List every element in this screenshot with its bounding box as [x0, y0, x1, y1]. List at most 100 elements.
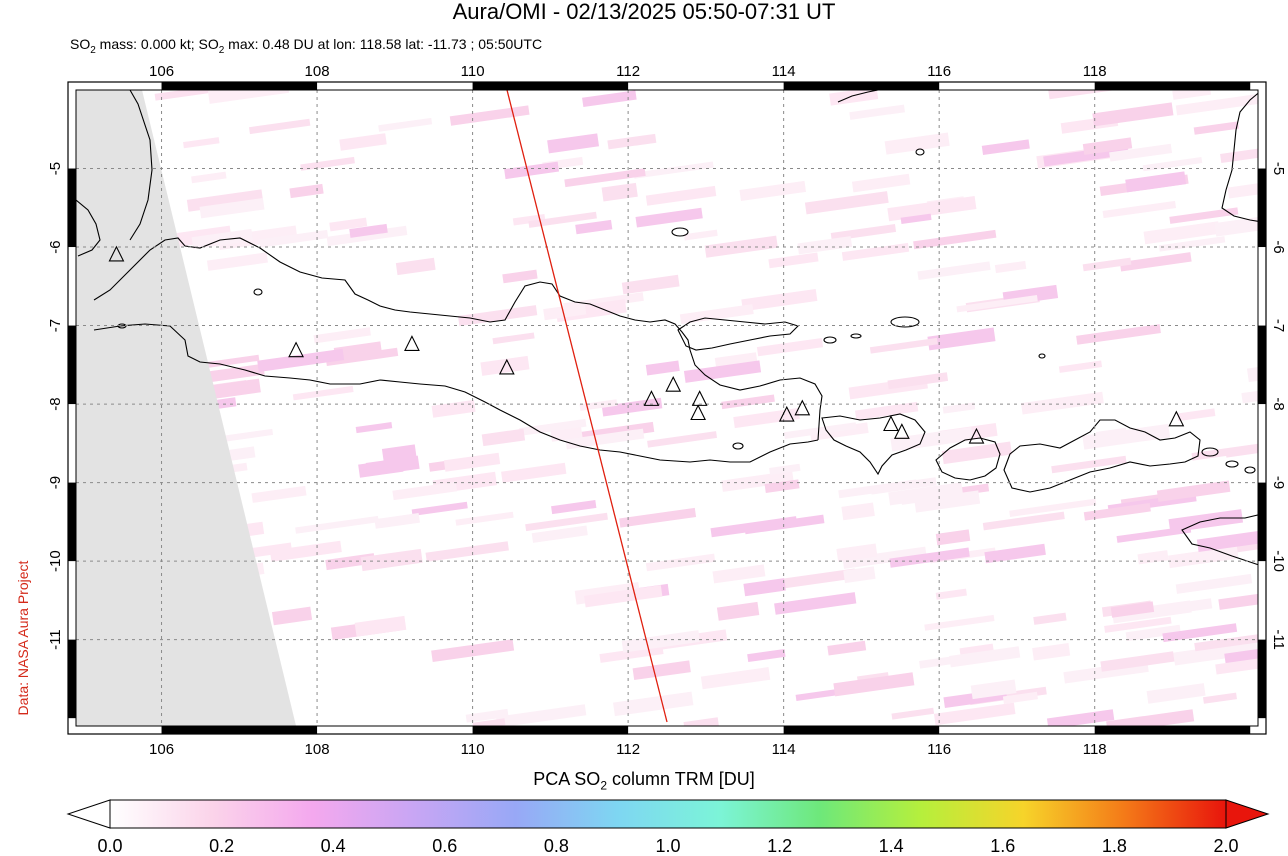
so2-pixel — [635, 207, 703, 228]
triangle-icon — [883, 415, 899, 432]
triangle-icon — [1168, 410, 1185, 427]
lat-label-left: -10 — [47, 550, 64, 572]
so2-pixel — [1137, 550, 1169, 565]
so2-pixel — [747, 648, 786, 663]
so2-pixel — [551, 500, 597, 515]
colorbar-body — [109, 799, 1227, 829]
so2-pixel — [1173, 640, 1258, 666]
so2-pixel — [887, 372, 949, 390]
frame-bar-right — [1258, 325, 1266, 405]
so2-pixel — [941, 441, 1012, 465]
so2-pixel — [1193, 121, 1239, 135]
so2-pixel — [378, 117, 433, 132]
so2-pixel — [935, 529, 971, 546]
so2-pixel — [1110, 601, 1155, 618]
lon-label-top: 118 — [1083, 63, 1107, 80]
so2-pixel — [1104, 616, 1172, 633]
so2-pixel — [851, 173, 911, 193]
frame-bar-bottom — [161, 726, 318, 734]
so2-pixel — [601, 397, 663, 417]
so2-pixel — [836, 543, 878, 562]
so2-pixel — [333, 341, 382, 357]
colorbar-tick-label: 1.2 — [767, 836, 793, 856]
so2-pixel — [381, 444, 417, 462]
so2-pixel — [621, 274, 680, 295]
triangle-icon — [404, 335, 420, 351]
so2-pixel — [206, 252, 268, 271]
colorbar — [66, 799, 1270, 829]
so2-pixel — [193, 354, 260, 370]
so2-pixel — [1194, 631, 1258, 652]
frame-bar-right — [1258, 482, 1266, 562]
so2-pixel — [154, 90, 210, 101]
frame-bar-top — [161, 82, 318, 90]
frame-bar-top — [472, 82, 629, 90]
triangle-icon — [690, 404, 706, 421]
so2-pixel — [1169, 207, 1239, 224]
so2-pixel — [621, 630, 701, 653]
so2-pixel — [457, 305, 538, 327]
so2-pixel — [1102, 200, 1177, 219]
colorbar-title-prefix: PCA SO — [533, 769, 601, 789]
so2-pixel — [584, 585, 663, 608]
so2-pixel — [249, 118, 311, 135]
so2-pixel — [743, 578, 786, 597]
so2-pixel — [900, 486, 941, 505]
triangle-icon — [893, 423, 910, 439]
so2-pixel — [492, 332, 535, 345]
so2-pixel — [870, 477, 937, 495]
so2-pixel — [339, 133, 387, 151]
so2-pixel — [1218, 589, 1258, 610]
so2-pixel — [1241, 386, 1258, 404]
subtitle-sub-2: 2 — [218, 44, 225, 56]
so2-pixel — [501, 462, 567, 483]
triangle-icon — [643, 390, 660, 406]
so2-pixel — [313, 327, 371, 344]
so2-pixel — [329, 217, 368, 232]
lat-label-left: -8 — [47, 397, 64, 410]
so2-pixel — [712, 564, 766, 584]
colorbar-tick-label: 1.4 — [878, 836, 904, 856]
so2-pixel — [1146, 683, 1206, 704]
so2-pixel — [496, 704, 587, 726]
so2-pixel — [683, 229, 718, 241]
so2-pixel — [889, 547, 970, 568]
so2-pixel — [924, 614, 995, 631]
so2-pixel — [959, 643, 994, 657]
so2-pixel — [891, 707, 935, 720]
frame-bar-top — [1094, 82, 1251, 90]
so2-pixel — [716, 601, 760, 621]
so2-pixel — [480, 355, 530, 376]
frame-bar-left — [68, 639, 76, 719]
colorbar-tick-label: 0.4 — [320, 836, 346, 856]
so2-pixel — [289, 183, 324, 199]
frame-bar-bottom — [1094, 726, 1251, 734]
so2-pixel — [913, 229, 997, 250]
so2-pixel — [842, 546, 927, 569]
colorbar-tick-label: 0.0 — [97, 836, 123, 856]
so2-pixel — [449, 105, 530, 126]
so2-pixel — [1109, 143, 1173, 162]
triangle-icon — [498, 358, 515, 375]
so2-pixel — [325, 347, 399, 366]
lat-label-right: -8 — [1270, 397, 1287, 410]
so2-pixel — [269, 540, 342, 562]
so2-pixel — [455, 511, 514, 526]
frame-bar-bottom — [783, 726, 940, 734]
so2-pixel — [774, 592, 857, 615]
lat-label-right: -11 — [1270, 629, 1287, 650]
so2-pixel — [1082, 423, 1171, 450]
frame-bar-left — [68, 482, 76, 562]
so2-pixel — [890, 427, 974, 452]
so2-pixel — [1092, 102, 1174, 127]
so2-pixel — [1009, 498, 1097, 517]
map-title: Aura/OMI - 02/13/2025 05:50-07:31 UT — [452, 0, 836, 24]
so2-pixel — [768, 568, 856, 591]
so2-pixel — [1215, 653, 1258, 675]
so2-pixel — [575, 219, 613, 235]
so2-pixel — [300, 156, 355, 171]
so2-pixel — [1082, 137, 1133, 155]
lon-label-bottom: 112 — [616, 741, 640, 758]
colorbar-tick-label: 1.0 — [655, 836, 681, 856]
so2-pixel — [1119, 252, 1192, 272]
